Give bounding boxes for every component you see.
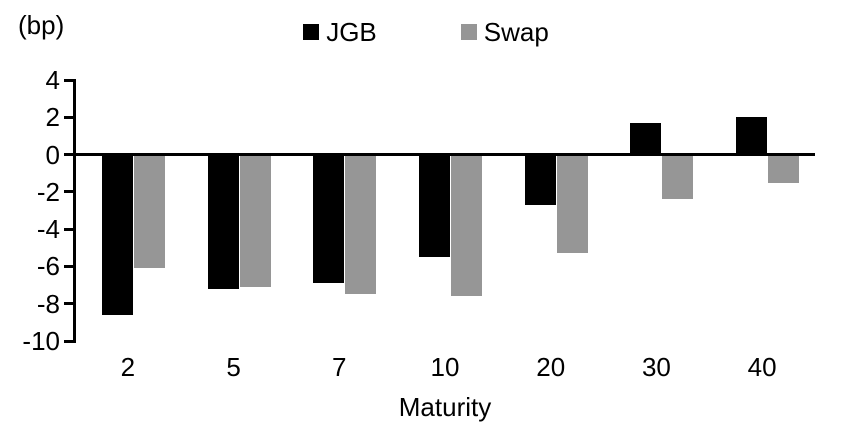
x-axis-label-40: 40 xyxy=(747,352,777,382)
bar-jgb-10 xyxy=(419,154,450,258)
bar-swap-20 xyxy=(556,154,588,254)
y-axis-tick xyxy=(64,190,74,194)
bar-jgb-40 xyxy=(736,117,768,155)
y-axis-tick-label: -2 xyxy=(36,176,60,207)
y-axis-tick-label: -8 xyxy=(36,288,60,319)
y-axis-tick xyxy=(64,78,74,82)
y-axis-tick-label: -10 xyxy=(22,326,60,356)
y-axis-tick xyxy=(64,264,74,268)
bar-swap-5 xyxy=(239,154,271,287)
y-axis-tick xyxy=(64,302,74,306)
bar-swap-7 xyxy=(345,154,377,295)
legend-label-swap: Swap xyxy=(483,17,549,47)
y-axis-tick xyxy=(64,227,74,231)
y-axis-tick xyxy=(64,115,74,119)
x-axis-label-20: 20 xyxy=(536,352,566,382)
legend-label-jgb: JGB xyxy=(326,17,377,47)
chart-legend: JGB Swap xyxy=(0,17,852,47)
x-axis-label-30: 30 xyxy=(641,352,671,382)
y-axis-tick-label: 2 xyxy=(45,102,60,133)
y-axis-tick-label: -4 xyxy=(36,214,60,245)
bar-swap-30 xyxy=(662,154,694,200)
legend-item-jgb: JGB xyxy=(303,17,377,47)
y-axis-unit-label: (bp) xyxy=(18,10,65,40)
bar-swap-10 xyxy=(451,154,482,297)
y-axis-tick-label: 4 xyxy=(45,65,60,95)
x-axis-label-2: 2 xyxy=(120,352,136,382)
bar-jgb-30 xyxy=(630,122,662,155)
x-axis-label-7: 7 xyxy=(332,352,347,382)
y-axis-tick-label: -6 xyxy=(36,251,60,282)
legend-item-swap: Swap xyxy=(460,17,549,47)
x-axis-label-10: 10 xyxy=(430,352,460,382)
x-axis-label-5: 5 xyxy=(226,352,241,382)
bar-jgb-2 xyxy=(101,154,133,315)
bar-jgb-20 xyxy=(524,154,556,205)
bar-swap-2 xyxy=(133,154,165,269)
jgb-swatch-icon xyxy=(303,24,320,40)
y-axis-tick xyxy=(64,339,74,343)
bar-jgb-7 xyxy=(313,154,345,284)
x-axis-zero-line xyxy=(75,153,815,157)
x-axis-title: Maturity xyxy=(398,392,492,422)
y-axis-line xyxy=(73,79,76,343)
bar-jgb-5 xyxy=(207,154,239,289)
y-axis-tick xyxy=(64,153,74,157)
swap-swatch-icon xyxy=(460,24,477,40)
y-axis-tick-label: 0 xyxy=(45,139,60,170)
bar-swap-40 xyxy=(768,154,800,183)
